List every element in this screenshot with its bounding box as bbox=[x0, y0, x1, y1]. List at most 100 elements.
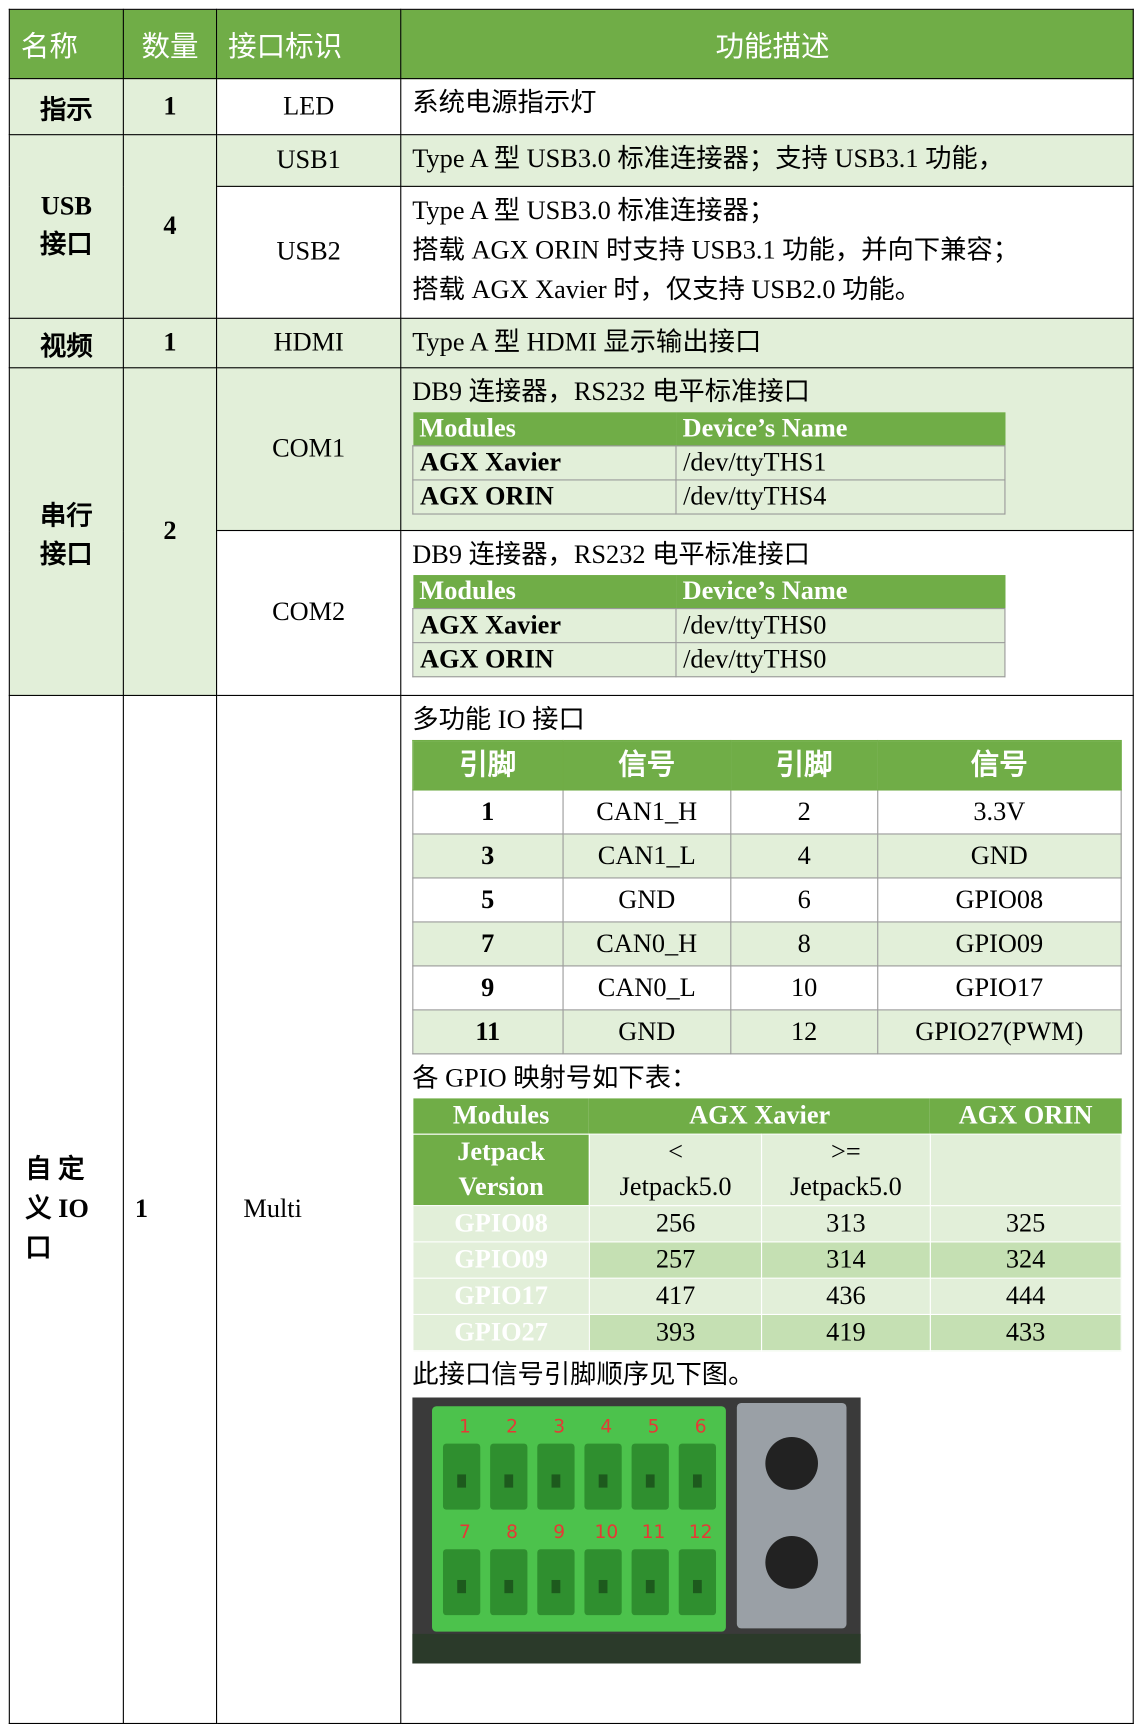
version-line: < bbox=[668, 1137, 684, 1167]
desc-line: Type A 型 HDMI 显示输出接口 bbox=[412, 328, 762, 358]
pin-cell: 3.3V bbox=[876, 789, 1122, 835]
pin-cell: GND bbox=[562, 1009, 732, 1055]
pin-number: 3 bbox=[553, 1417, 565, 1438]
name-line: 自 定 bbox=[25, 1155, 85, 1185]
row: USB 接口 4 USB1 Type A 型 USB3.0 标准连接器；支持 USB3.… bbox=[8, 134, 1134, 319]
pin-cell: 1 bbox=[412, 789, 564, 835]
version-line: Jetpack5.0 bbox=[619, 1173, 732, 1202]
pin-cell: 11 bbox=[412, 1009, 564, 1055]
gpio-cell: 257 bbox=[588, 1241, 763, 1279]
pin-number: 5 bbox=[648, 1417, 660, 1438]
name-line: 接口 bbox=[40, 230, 93, 260]
pin-hole bbox=[645, 1474, 655, 1488]
sub-header-cell: Device’s Name bbox=[675, 412, 1005, 446]
pin-header-cell: 信号 bbox=[562, 739, 732, 791]
pin-cell: 3 bbox=[412, 833, 564, 879]
pin-hole bbox=[692, 1579, 702, 1594]
name-cell: 串行 接口 bbox=[8, 367, 124, 696]
gpio-row: GPIO09 257 314 324 bbox=[412, 1241, 1122, 1279]
gpio-version-cell: Jetpack Version bbox=[412, 1133, 590, 1207]
desc-line: 多功能 IO 接口 bbox=[412, 705, 585, 735]
sub-cell: AGX Xavier bbox=[412, 608, 677, 644]
sub-row: AGX Xavier/dev/ttyTHS1 bbox=[412, 445, 1006, 481]
description: DB9 连接器，RS232 电平标准接口 Modules Device’s Name… bbox=[400, 367, 1134, 532]
sub-cell: /dev/ttyTHS0 bbox=[675, 608, 1006, 644]
photo-board bbox=[412, 1633, 861, 1664]
description: 系统电源指示灯 bbox=[400, 78, 1134, 136]
gpio-cell: 419 bbox=[761, 1313, 931, 1352]
gpio-row: GPIO27 393 419 433 bbox=[412, 1313, 1122, 1352]
pin-row: 1 CAN1_H 2 3.3V bbox=[412, 789, 1122, 835]
desc-line: DB9 连接器，RS232 电平标准接口 bbox=[412, 378, 810, 407]
header-cell: 功能描述 bbox=[400, 8, 1134, 80]
interface-id: HDMI bbox=[216, 317, 402, 369]
interface-id: LED bbox=[216, 78, 402, 136]
pin-number: 6 bbox=[695, 1417, 707, 1438]
sub-row: AGX ORIN/dev/ttyTHS0 bbox=[412, 642, 1006, 678]
pin-cell: 6 bbox=[730, 877, 879, 923]
pin-header-cell: 引脚 bbox=[412, 739, 564, 791]
pin-cell: 5 bbox=[412, 877, 564, 923]
pin-number: 11 bbox=[642, 1522, 666, 1543]
desc-line: 搭载 AGX Xavier 时，仅支持 USB2.0 功能。 bbox=[412, 275, 922, 305]
name-line: 义 IO bbox=[25, 1195, 89, 1224]
gpio-cell: 314 bbox=[761, 1241, 931, 1279]
pin-number: 12 bbox=[689, 1522, 713, 1543]
sub-header-cell: Modules bbox=[412, 412, 676, 446]
name-cell: 指示 bbox=[8, 78, 124, 136]
gpio-version-cell bbox=[929, 1133, 1122, 1207]
row: 指示 1 LED 系统电源指示灯 bbox=[8, 78, 1134, 136]
description: Type A 型 USB3.0 标准连接器；支持 USB3.1 功能， bbox=[400, 134, 1134, 187]
pin-hole bbox=[598, 1579, 608, 1594]
pin-hole bbox=[457, 1474, 467, 1488]
connector-photo: 1 2 3 4 5 67 8 9 10 11 12 bbox=[412, 1397, 861, 1664]
sub-cell: /dev/ttyTHS0 bbox=[675, 642, 1006, 678]
desc-line: Type A 型 USB3.0 标准连接器； bbox=[412, 196, 776, 226]
interface-id: Multi bbox=[216, 694, 402, 1724]
name-cell: USB 接口 bbox=[8, 134, 124, 319]
pin-cell: CAN0_L bbox=[562, 965, 732, 1011]
name-line: 串行 bbox=[40, 501, 93, 531]
row: USB2 Type A 型 USB3.0 标准连接器； 搭载 AGX ORIN 时支… bbox=[9, 185, 1134, 319]
header-row: 名称 数量 接口标识 功能描述 bbox=[8, 8, 1134, 80]
row: COM2 DB9 连接器，RS232 电平标准接口 Modules Device’s … bbox=[9, 529, 1134, 696]
pin-number: 9 bbox=[553, 1522, 565, 1543]
button bbox=[765, 1536, 818, 1589]
pin-header-cell: 引脚 bbox=[730, 739, 879, 791]
interface-table: 名称 数量 接口标识 功能描述 指示 1 LED 系统电源指示灯 USB 接口 4 USB1 Type … bbox=[8, 8, 1134, 1724]
interface-id: USB1 bbox=[216, 134, 402, 187]
pin-cell: 10 bbox=[730, 965, 879, 1011]
name-line: 接口 bbox=[40, 540, 93, 569]
sub-row: AGX ORIN/dev/ttyTHS4 bbox=[412, 479, 1006, 515]
pin-cell: 9 bbox=[412, 965, 564, 1011]
pin-row: 3 CAN1_L 4 GND bbox=[412, 833, 1122, 879]
gpio-cell: 324 bbox=[929, 1241, 1122, 1279]
sub-header-cell: Device’s Name bbox=[675, 575, 1005, 609]
gpio-cell: GPIO08 bbox=[412, 1205, 590, 1243]
sub-table: Modules Device’s Name AGX Xavier/dev/ttyTH… bbox=[412, 575, 1006, 678]
pin-cell: 4 bbox=[730, 833, 879, 879]
pin-cell: GND bbox=[876, 833, 1122, 879]
sub-table: Modules AGX Xavier AGX ORIN Jetpack Version <… bbox=[412, 1098, 1122, 1352]
gpio-cell: 444 bbox=[929, 1277, 1122, 1316]
gpio-row: GPIO08 256 313 325 bbox=[412, 1205, 1122, 1243]
sub-cell: AGX Xavier bbox=[412, 445, 677, 481]
pin-hole bbox=[692, 1474, 702, 1488]
pin-hole bbox=[645, 1579, 655, 1594]
version-line: Jetpack5.0 bbox=[789, 1173, 902, 1202]
gpio-version-cell: < Jetpack5.0 bbox=[588, 1133, 763, 1207]
pin-header: 引脚 信号 引脚 信号 bbox=[412, 739, 1122, 791]
pin-cell: GPIO09 bbox=[876, 921, 1122, 967]
name-line: 指示 bbox=[40, 96, 93, 125]
pin-hole bbox=[551, 1579, 561, 1594]
pin-header-cell: 信号 bbox=[876, 739, 1122, 791]
gpio-header-cell: AGX ORIN bbox=[929, 1098, 1122, 1135]
gpio-cell: 325 bbox=[929, 1205, 1122, 1243]
header-cell: 名称 bbox=[8, 8, 124, 80]
gpio-cell: 433 bbox=[929, 1313, 1122, 1352]
name-cell: 自 定义 IO 口 bbox=[8, 694, 124, 1724]
gpio-header-cell: Modules bbox=[412, 1098, 590, 1135]
pin-number: 7 bbox=[459, 1522, 471, 1543]
description: 多功能 IO 接口 引脚 信号 引脚 信号 1 CAN1_H 2 3.3V 3 CAN1_L 4 GND… bbox=[400, 694, 1134, 1724]
qty-cell: 2 bbox=[122, 367, 218, 696]
